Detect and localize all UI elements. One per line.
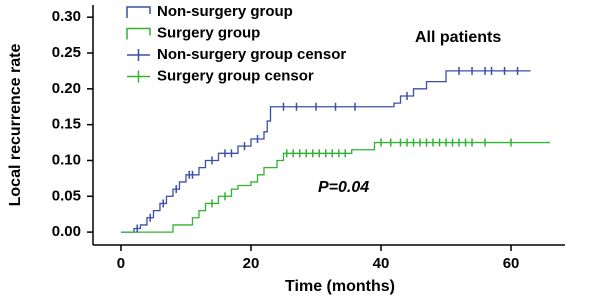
x-tick-label: 20 <box>243 255 260 272</box>
y-tick-label: 0.15 <box>52 116 81 133</box>
step-line <box>120 141 551 233</box>
legend-icon <box>126 27 151 40</box>
x-tick-label: 40 <box>373 255 390 272</box>
x-tick-label: 60 <box>503 255 520 272</box>
y-tick-label: 0.20 <box>52 80 81 97</box>
legend-label: Non-surgery group censor <box>157 46 346 63</box>
step-line <box>120 70 531 233</box>
legend-label: Surgery group <box>157 24 260 41</box>
legend-label: Non-surgery group <box>157 3 293 20</box>
legend-label: Surgery group censor <box>157 67 314 84</box>
y-tick-label: 0.25 <box>52 44 81 61</box>
y-tick-label: 0.30 <box>52 8 81 25</box>
legend-icon <box>127 70 150 83</box>
annotation: All patients <box>415 29 501 46</box>
y-tick-label: 0.10 <box>52 151 81 168</box>
legend-icon <box>127 49 150 61</box>
x-tick-label: 0 <box>117 255 125 272</box>
x-axis-label: Time (months) <box>285 278 395 295</box>
y-axis-label: Local recurrence rate <box>7 44 24 207</box>
y-tick-label: 0.00 <box>52 223 81 240</box>
annotation: P=0.04 <box>318 179 369 196</box>
legend-icon <box>126 6 151 18</box>
y-tick-label: 0.05 <box>52 187 81 204</box>
